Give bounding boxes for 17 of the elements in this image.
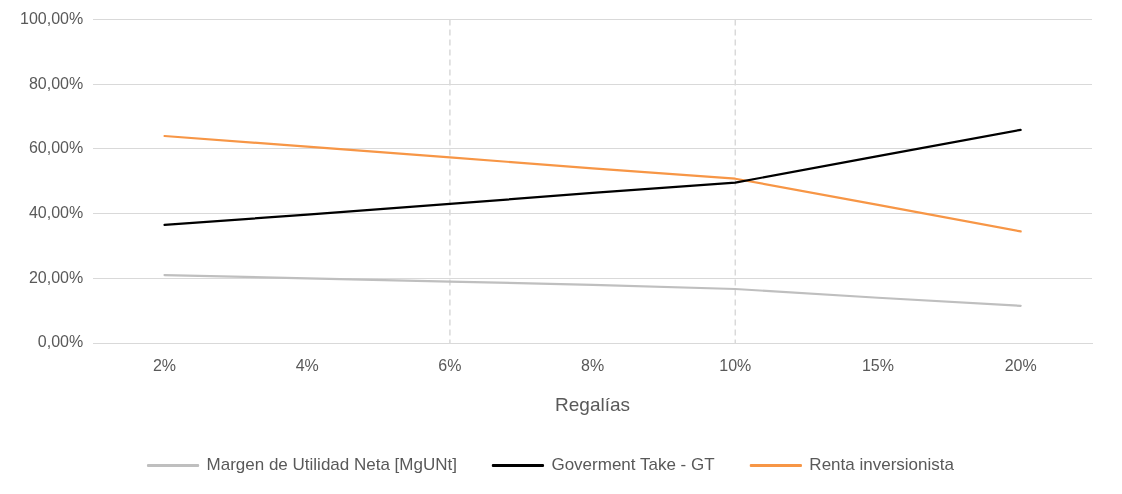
- x-tick-label: 15%: [861, 357, 894, 375]
- y-tick-label: 60,00%: [28, 139, 84, 157]
- y-tick-label: 0,00%: [37, 333, 84, 351]
- x-tick-label: 4%: [295, 357, 319, 375]
- legend-label: Renta inversionista: [809, 455, 955, 475]
- y-tick-label: 80,00%: [28, 74, 84, 92]
- x-tick-label: 10%: [719, 357, 752, 375]
- x-tick-label: 8%: [581, 357, 605, 375]
- y-tick-label: 40,00%: [28, 204, 84, 222]
- x-tick-label: 2%: [152, 357, 177, 375]
- y-tick-label: 100,00%: [19, 10, 84, 28]
- x-tick-label: 6%: [438, 357, 462, 375]
- x-axis-title: Regalías: [555, 393, 631, 415]
- x-tick-label: 20%: [1004, 357, 1037, 375]
- y-tick-label: 20,00%: [28, 268, 84, 286]
- legend-label: Margen de Utilidad Neta [MgUNt]: [206, 455, 457, 475]
- legend-label: Goverment Take - GT: [551, 455, 715, 475]
